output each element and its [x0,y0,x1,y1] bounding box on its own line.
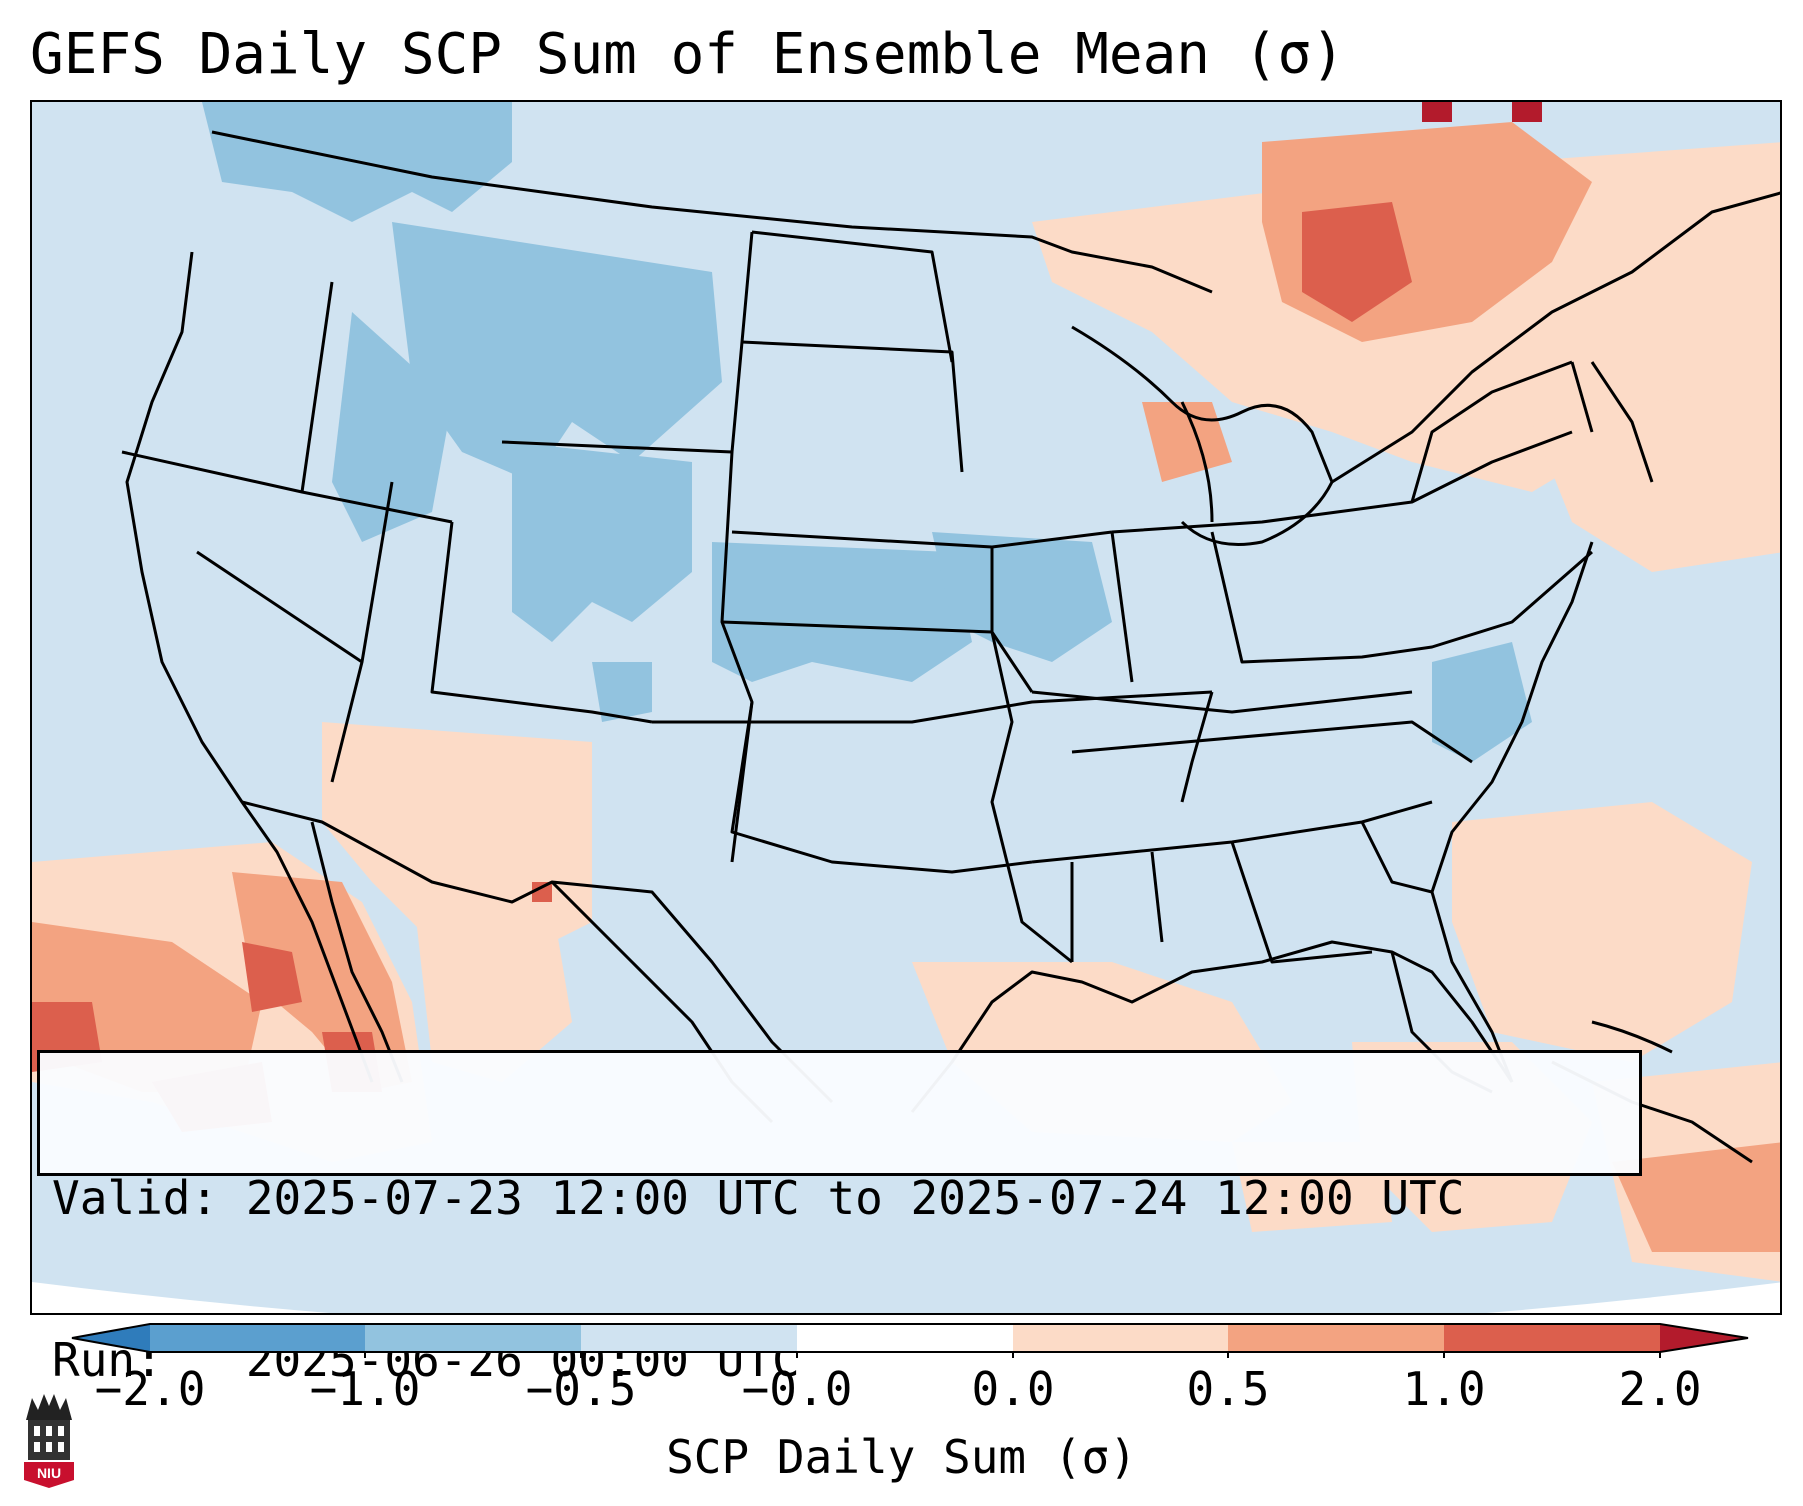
niu-logo: NIU [24,1394,74,1488]
svg-text:NIU: NIU [37,1465,61,1481]
colorbar-segment [365,1324,581,1352]
colorbar-segment [581,1324,797,1352]
colorbar-segment [1444,1324,1660,1352]
colorbar-tick-label: 2.0 [1618,1362,1702,1416]
colorbar-segment [1013,1324,1228,1352]
extreme-positive-regions [1422,102,1542,122]
state-boundaries [121,130,1780,1164]
colorbar-tick-label: 0.5 [1186,1362,1270,1416]
outside-domain [32,1282,1780,1313]
colorbar-segment [1228,1324,1444,1352]
colorbar-extend-min [72,1324,150,1352]
colorbar-tick-label: 1.0 [1402,1362,1486,1416]
page-title: GEFS Daily SCP Sum of Ensemble Mean (σ) [30,22,1345,87]
colorbar-segment [797,1324,1013,1352]
valid-time-text: Valid: 2025-07-23 12:00 UTC to 2025-07-2… [52,1171,1465,1225]
negative-anomaly-regions [202,102,1532,762]
valid-run-info-box: Valid: 2025-07-23 12:00 UTC to 2025-07-2… [37,1050,1642,1387]
colorbar-tick-label: −2.0 [94,1362,206,1416]
colorbar [71,1323,1749,1358]
colorbar-segment [150,1324,365,1352]
colorbar-tick-label: −0.0 [741,1362,853,1416]
colorbar-extend-max [1660,1324,1748,1352]
colorbar-label: SCP Daily Sum (σ) [666,1430,1137,1484]
colorbar-tick-label: −0.5 [525,1362,637,1416]
colorbar-tick-label: −1.0 [309,1362,421,1416]
colorbar-tick-label: 0.0 [971,1362,1055,1416]
